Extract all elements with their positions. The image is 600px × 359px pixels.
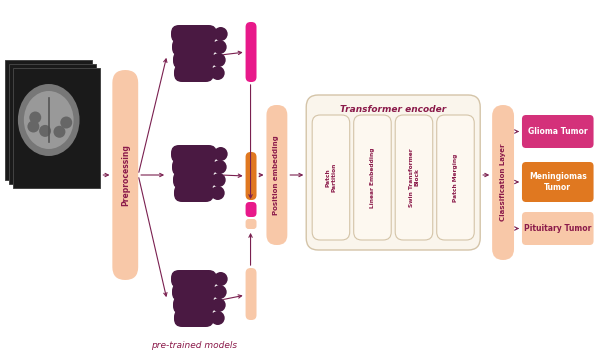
FancyBboxPatch shape	[245, 268, 257, 320]
FancyBboxPatch shape	[171, 270, 217, 288]
Text: Position embedding: Position embedding	[274, 135, 280, 215]
Text: Swin Transformer
Block: Swin Transformer Block	[409, 148, 419, 207]
Text: Patch Merging: Patch Merging	[453, 153, 458, 202]
Text: Transformer encoder: Transformer encoder	[340, 105, 446, 114]
FancyBboxPatch shape	[522, 162, 593, 202]
Circle shape	[211, 66, 224, 80]
Circle shape	[53, 126, 65, 138]
Circle shape	[28, 121, 40, 132]
FancyBboxPatch shape	[306, 95, 480, 250]
FancyBboxPatch shape	[171, 25, 217, 43]
Text: Glioma Tumor: Glioma Tumor	[528, 127, 587, 136]
Circle shape	[213, 40, 227, 54]
Text: pre-trained models: pre-trained models	[151, 340, 237, 350]
FancyBboxPatch shape	[245, 152, 257, 200]
FancyBboxPatch shape	[353, 115, 391, 240]
FancyBboxPatch shape	[266, 105, 287, 245]
FancyBboxPatch shape	[174, 184, 214, 202]
Text: Classification Layer: Classification Layer	[500, 143, 506, 221]
Circle shape	[212, 53, 226, 67]
Circle shape	[213, 160, 227, 174]
Circle shape	[212, 173, 226, 187]
FancyBboxPatch shape	[437, 115, 474, 240]
FancyBboxPatch shape	[245, 202, 257, 217]
Circle shape	[214, 272, 227, 286]
Ellipse shape	[18, 84, 80, 156]
FancyBboxPatch shape	[173, 296, 215, 314]
FancyBboxPatch shape	[312, 115, 350, 240]
Circle shape	[212, 298, 226, 312]
Bar	[9, 64, 97, 184]
Circle shape	[29, 112, 41, 123]
FancyBboxPatch shape	[174, 64, 214, 82]
Bar	[5, 60, 92, 180]
Ellipse shape	[24, 91, 74, 149]
Circle shape	[60, 117, 72, 129]
FancyBboxPatch shape	[522, 212, 593, 245]
Circle shape	[213, 285, 227, 299]
Text: Preprocessing: Preprocessing	[121, 144, 130, 206]
FancyBboxPatch shape	[112, 70, 138, 280]
FancyBboxPatch shape	[522, 115, 593, 148]
FancyBboxPatch shape	[395, 115, 433, 240]
Text: Pituitary Tumor: Pituitary Tumor	[524, 224, 592, 233]
Circle shape	[214, 27, 227, 41]
Circle shape	[39, 125, 51, 137]
FancyBboxPatch shape	[174, 309, 214, 327]
FancyBboxPatch shape	[173, 171, 215, 189]
Circle shape	[211, 311, 224, 325]
Text: Meningiomas
Tumor: Meningiomas Tumor	[529, 172, 587, 192]
Circle shape	[211, 186, 224, 200]
FancyBboxPatch shape	[172, 38, 216, 56]
FancyBboxPatch shape	[172, 283, 216, 301]
Text: Patch
Partition: Patch Partition	[326, 163, 337, 192]
Text: Linear Embedding: Linear Embedding	[370, 147, 375, 208]
FancyBboxPatch shape	[173, 51, 215, 69]
Bar	[13, 68, 100, 188]
Circle shape	[214, 147, 227, 161]
FancyBboxPatch shape	[171, 145, 217, 163]
FancyBboxPatch shape	[492, 105, 514, 260]
FancyBboxPatch shape	[172, 158, 216, 176]
FancyBboxPatch shape	[245, 22, 257, 82]
FancyBboxPatch shape	[245, 219, 257, 229]
